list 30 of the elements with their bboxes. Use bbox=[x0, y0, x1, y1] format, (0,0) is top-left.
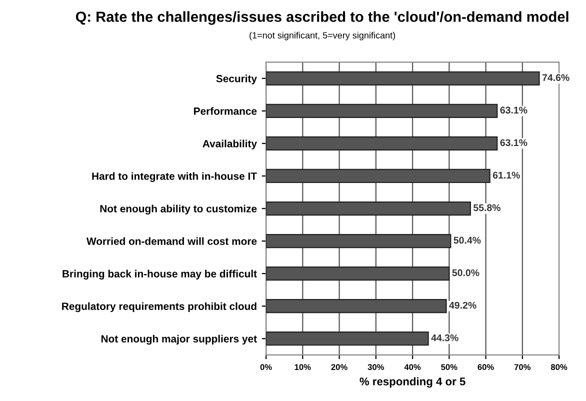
y-tick-label: Bringing back in-house may be difficult bbox=[62, 270, 257, 280]
data-label: 63.1% bbox=[500, 106, 528, 114]
y-tick-label: Not enough ability to customize bbox=[100, 204, 257, 214]
data-label: 49.2% bbox=[449, 302, 476, 309]
data-label: 61.1% bbox=[492, 172, 520, 179]
y-tick-label: Worried on-demand will cost more bbox=[86, 237, 257, 245]
data-label: 50.4% bbox=[454, 236, 481, 244]
x-tick-label: 30% bbox=[368, 364, 384, 370]
data-label: 74.6% bbox=[542, 74, 570, 82]
chart-subtitle: (1=not significant, 5=very significant) bbox=[250, 32, 396, 40]
x-tick-label: 20% bbox=[331, 364, 348, 370]
chart-title: Q: Rate the challenges/issues ascribed to the 'cloud'/on-demand model bbox=[76, 11, 568, 25]
data-label: 63.1% bbox=[500, 139, 528, 146]
x-tick-label: 10% bbox=[294, 364, 311, 370]
data-label: 44.3% bbox=[431, 334, 458, 342]
x-tick-label: 40% bbox=[404, 364, 421, 370]
y-tick-label: Hard to integrate with in-house IT bbox=[92, 172, 257, 182]
x-tick-label: 60% bbox=[478, 364, 494, 370]
data-label: 50.0% bbox=[452, 269, 480, 276]
y-tick-label: Security bbox=[216, 74, 257, 84]
x-tick-label: 80% bbox=[550, 364, 568, 370]
y-tick-label: Regulatory requirements prohibit cloud bbox=[62, 302, 256, 312]
x-tick-label: 50% bbox=[441, 364, 458, 370]
x-axis-title: % responding 4 or 5 bbox=[360, 377, 466, 388]
data-label: 55.8% bbox=[473, 204, 500, 212]
x-tick-label: 70% bbox=[514, 364, 531, 370]
y-tick-label: Performance bbox=[194, 107, 257, 115]
y-tick-label: Availability bbox=[202, 140, 257, 150]
y-tick-label: Not enough major suppliers yet bbox=[101, 334, 257, 345]
x-tick-label: 0% bbox=[260, 364, 272, 370]
